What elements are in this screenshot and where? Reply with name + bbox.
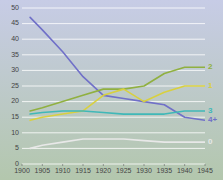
x-tick-label: 1925 [116,167,132,174]
y-tick-label: 45 [11,19,19,26]
y-tick-label: 10 [11,129,19,136]
y-tick-label: 30 [11,66,19,73]
series-line [30,67,205,111]
x-tick-label: 1945 [197,167,213,174]
y-tick-label: 40 [11,35,19,42]
x-tick [164,164,165,166]
x-tick [22,164,23,166]
series-line [30,139,205,148]
y-tick-label: 0 [15,160,19,167]
x-tick [42,164,43,166]
grid-line [22,101,205,102]
x-tick [205,164,206,166]
series-label: 0 [208,137,213,146]
chart-svg: 0510152025303540455019001905191019151920… [0,0,223,180]
x-tick-label: 1910 [55,167,71,174]
lines [30,17,205,148]
grid-line [22,132,205,133]
series-line [30,86,205,120]
grid [22,8,205,164]
x-tick-label: 1920 [96,167,112,174]
x-tick-label: 1915 [75,167,91,174]
series-line [30,111,205,114]
x-tick [83,164,84,166]
x-tick-label: 1900 [14,167,30,174]
y-tick-label: 5 [15,144,19,151]
x-tick-label: 1905 [35,167,51,174]
grid-line [22,23,205,24]
grid-line [22,148,205,149]
x-tick-label: 1935 [157,167,173,174]
x-tick [184,164,185,166]
series-label: 1 [208,81,213,90]
y-tick-label: 35 [11,51,19,58]
x-tick-label: 1930 [136,167,152,174]
chart-container: 0510152025303540455019001905191019151920… [0,0,223,180]
y-tick-label: 50 [11,4,19,11]
series-label: 3 [208,106,213,115]
x-tick [123,164,124,166]
y-tick-label: 20 [11,97,19,104]
series-label: 4+ [208,115,217,124]
background [0,0,223,180]
grid-line [22,54,205,55]
grid-line [22,164,205,165]
x-tick [62,164,63,166]
series-label: 2 [208,62,213,71]
x-tick [103,164,104,166]
grid-line [22,8,205,9]
x-tick-label: 1940 [177,167,193,174]
x-tick [144,164,145,166]
series-line [30,17,205,120]
y-tick-label: 25 [11,82,19,89]
grid-line [22,86,205,87]
y-tick-label: 15 [11,113,19,120]
grid-line [22,39,205,40]
